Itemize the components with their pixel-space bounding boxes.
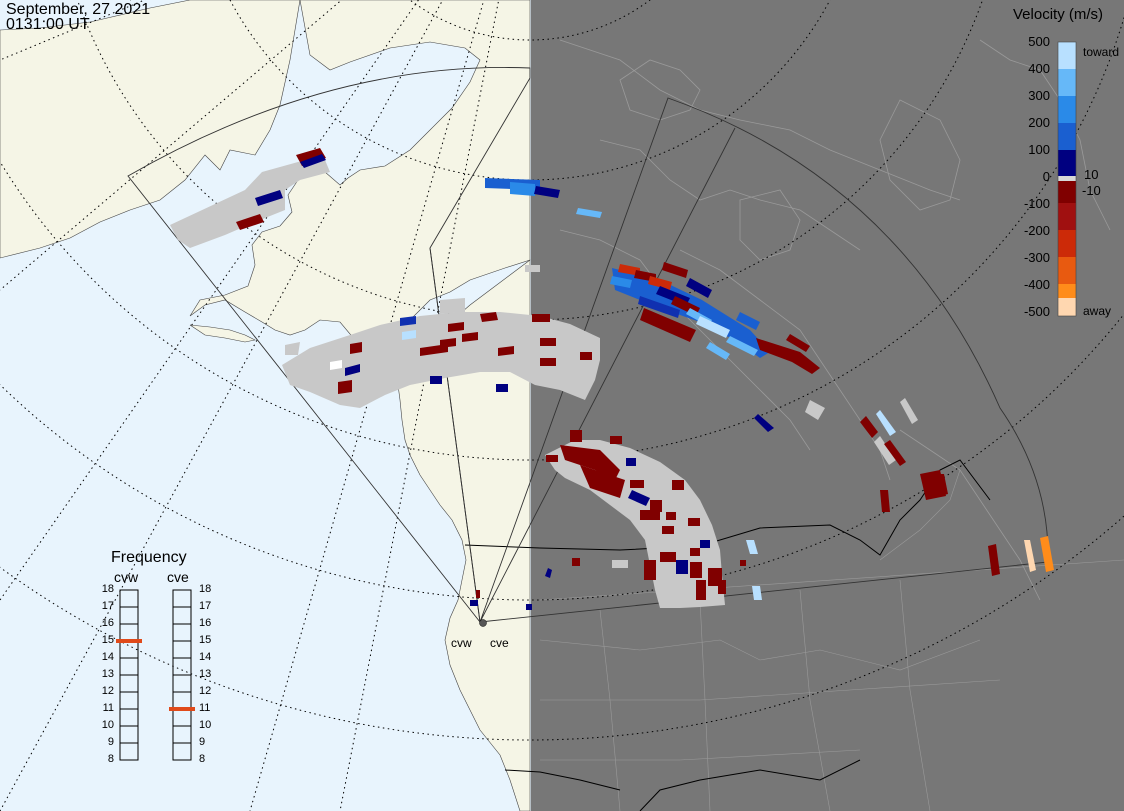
cvw-frequency-marker <box>116 639 142 643</box>
velocity-tick-5: 0 <box>1042 169 1050 184</box>
frequency-gauges <box>116 589 195 761</box>
velocity-tick-2: 300 <box>1028 88 1050 103</box>
velocity-tick-9: -400 <box>1023 277 1050 292</box>
frequency-tick-cvw-12: 12 <box>101 685 114 697</box>
velocity-scale-title: Velocity (m/s) <box>1013 6 1104 23</box>
frequency-radar-cve: cve <box>167 569 189 585</box>
frequency-tick-cve-10: 10 <box>199 719 212 731</box>
frequency-tick-cve-13: 13 <box>199 668 212 680</box>
frequency-tick-cvw-9: 9 <box>107 736 114 748</box>
frequency-tick-cvw-11: 11 <box>102 702 114 714</box>
frequency-tick-cve-15: 15 <box>199 634 212 646</box>
land-siberia <box>0 0 301 259</box>
frequency-tick-cve-9: 9 <box>199 736 206 748</box>
frequency-tick-cvw-16: 16 <box>101 617 114 629</box>
cve-frequency-marker <box>169 707 195 711</box>
frequency-tick-cve-18: 18 <box>199 583 212 595</box>
time-label: 0131:00 UT <box>6 16 90 33</box>
frequency-tick-cvw-18: 18 <box>101 583 114 595</box>
night-coastlines <box>559 39 1111 601</box>
national-borders <box>464 459 991 811</box>
frequency-tick-cve-12: 12 <box>199 685 212 697</box>
velocity-tick-3: 200 <box>1028 115 1050 130</box>
frequency-radar-cvw: cvw <box>114 569 139 585</box>
land-masses <box>0 0 531 811</box>
night-side <box>531 0 1124 811</box>
frequency-tick-cve-8: 8 <box>199 753 206 765</box>
radar-label-cvw: cvw <box>451 636 472 650</box>
velocity-cells <box>236 148 1054 610</box>
frequency-tick-cve-17: 17 <box>199 600 212 612</box>
frequency-tick-cvw-10: 10 <box>101 719 114 731</box>
frequency-tick-cve-14: 14 <box>199 651 212 663</box>
velocity-tick-6: -100 <box>1023 196 1050 211</box>
velocity-tick-7: -200 <box>1023 223 1050 238</box>
radar-label-cve: cve <box>490 636 509 650</box>
velocity-inner-label-pos: 10 <box>1084 167 1099 182</box>
velocity-tick-8: -300 <box>1023 250 1050 265</box>
velocity-tick-4: 100 <box>1028 142 1050 157</box>
frequency-tick-cvw-15: 15 <box>101 634 114 646</box>
velocity-away-label: away <box>1083 304 1112 318</box>
night-borders <box>539 469 1124 811</box>
frequency-tick-cvw-8: 8 <box>107 753 114 765</box>
radar-sites <box>479 619 487 627</box>
fov-cvw <box>127 67 531 623</box>
velocity-tick-1: 400 <box>1028 61 1050 76</box>
fov-outlines <box>127 67 1049 623</box>
velocity-tick-10: -500 <box>1023 304 1050 319</box>
date-label: September, 27 2021 <box>6 1 151 18</box>
frequency-tick-cvw-13: 13 <box>101 668 114 680</box>
frequency-tick-cvw-17: 17 <box>101 600 114 612</box>
frequency-tick-cve-16: 16 <box>199 617 212 629</box>
frequency-tick-cve-11: 11 <box>199 702 211 714</box>
velocity-toward-label: toward <box>1083 45 1120 59</box>
velocity-inner-label-neg: -10 <box>1082 183 1101 198</box>
fov-cve <box>429 97 1049 623</box>
frequency-tick-cvw-14: 14 <box>101 651 114 663</box>
velocity-colorbar <box>1057 41 1077 317</box>
velocity-tick-0: 500 <box>1028 34 1050 49</box>
land-aleutians <box>189 324 256 343</box>
frequency-title: Frequency <box>111 549 187 566</box>
